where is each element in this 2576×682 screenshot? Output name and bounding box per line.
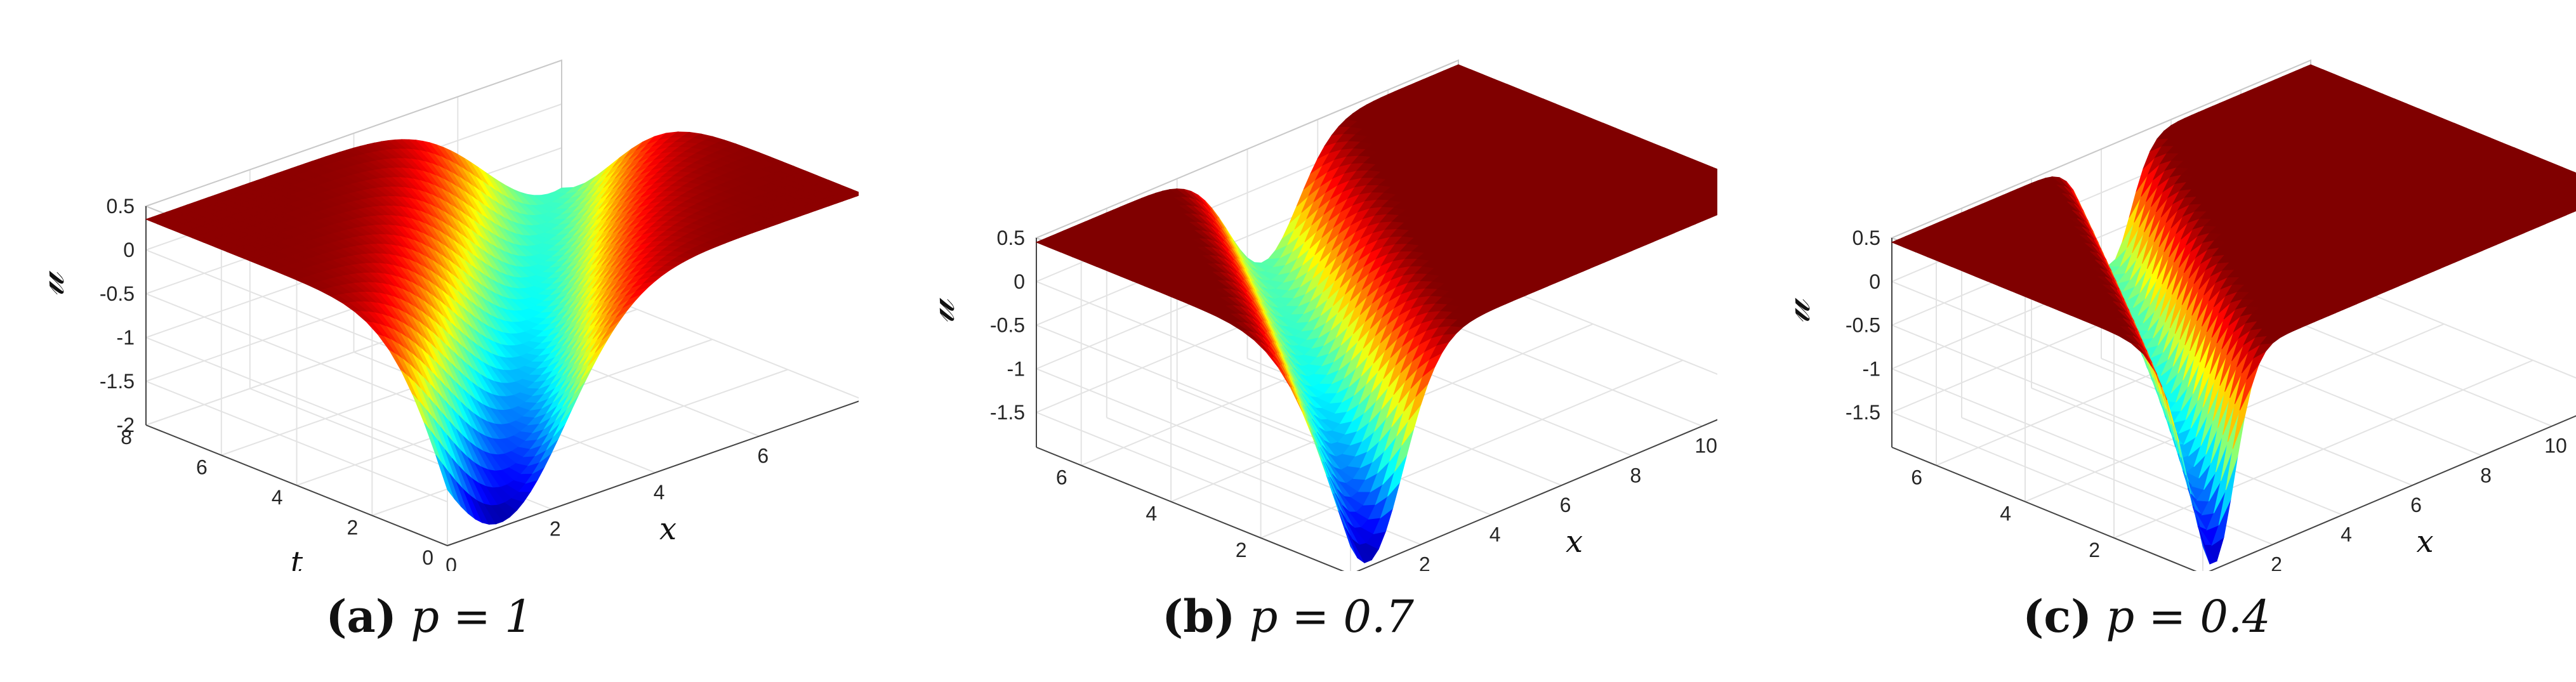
- y-tick-label: 4: [272, 486, 283, 509]
- z-tick-label: 0.5: [1853, 226, 1880, 249]
- surface-b: [1035, 64, 1717, 563]
- z-tick-label: -1: [117, 326, 135, 349]
- x-tick-label: 8: [1630, 464, 1641, 487]
- tick-labels-a: 02468024680.50-0.5-1-1.5-2: [100, 195, 769, 571]
- z-tick-label: 0: [1014, 270, 1025, 293]
- z-axis-label: 𝓊: [27, 270, 74, 296]
- caption-expr-a: p = 1: [411, 591, 533, 643]
- z-axis-label: 𝓊: [1773, 297, 1820, 323]
- y-axis-label: t: [291, 545, 303, 571]
- z-tick-label: -0.5: [1846, 314, 1880, 337]
- z-tick-label: 0.5: [107, 195, 135, 218]
- z-axis-label: 𝓊: [917, 297, 964, 323]
- y-tick-label: 2: [2089, 539, 2100, 561]
- x-tick-label: 10: [2544, 435, 2567, 457]
- caption-b: (b) p = 0.7: [859, 590, 1717, 643]
- x-tick-label: 6: [1560, 494, 1571, 516]
- panel-c: 02468101202460.50-0.5-1-1.5xt𝓊 (c) p = 0…: [1717, 0, 2576, 682]
- x-tick-label: 4: [654, 481, 665, 504]
- tick-labels-c: 02468101202460.50-0.5-1-1.5: [1846, 226, 2567, 571]
- surface-plot-b: 02468101202460.50-0.5-1-1.5xt𝓊: [917, 59, 1717, 571]
- x-tick-label: 4: [1489, 523, 1501, 546]
- z-tick-label: -1.5: [990, 401, 1025, 424]
- y-tick-label: 8: [121, 426, 132, 449]
- x-tick-label: 4: [2341, 523, 2352, 546]
- z-tick-label: -0.5: [990, 314, 1025, 337]
- panel-b: 02468101202460.50-0.5-1-1.5xt𝓊 (b) p = 0…: [859, 0, 1717, 682]
- y-tick-label: 2: [347, 516, 358, 539]
- caption-expr-b: p = 0.7: [1249, 591, 1414, 643]
- x-tick-label: 6: [757, 445, 769, 468]
- surface-plot-c: 02468101202460.50-0.5-1-1.5xt𝓊: [1773, 59, 2576, 571]
- z-tick-label: 0: [1869, 270, 1880, 293]
- y-tick-label: 4: [2000, 502, 2011, 525]
- surface-a: [145, 131, 859, 525]
- z-tick-label: -1.5: [1846, 401, 1880, 424]
- x-axis-label: x: [1566, 524, 1583, 560]
- y-tick-label: 6: [196, 456, 208, 479]
- caption-label-b: (b): [1162, 590, 1236, 643]
- y-tick-label: 6: [1911, 466, 1922, 489]
- x-tick-label: 2: [1419, 553, 1430, 571]
- x-tick-label: 8: [2480, 464, 2492, 487]
- caption-a: (a) p = 1: [0, 590, 859, 643]
- y-tick-label: 6: [1056, 466, 1067, 489]
- x-tick-label: 0: [446, 554, 457, 571]
- x-tick-label: 10: [1694, 435, 1717, 457]
- y-tick-label: 4: [1146, 502, 1157, 525]
- caption-expr-c: p = 0.4: [2106, 591, 2271, 643]
- x-axis-label: x: [659, 511, 677, 547]
- surface-c: [1891, 64, 2576, 565]
- z-tick-label: 0: [123, 239, 135, 261]
- x-tick-label: 6: [2410, 494, 2422, 516]
- caption-label-a: (a): [326, 590, 397, 643]
- z-tick-label: 0.5: [997, 226, 1025, 249]
- x-axis-label: x: [2416, 524, 2433, 560]
- z-tick-label: -1.5: [100, 370, 135, 393]
- caption-c: (c) p = 0.4: [1717, 590, 2576, 643]
- x-tick-label: 2: [550, 518, 561, 541]
- tick-labels-b: 02468101202460.50-0.5-1-1.5: [990, 226, 1717, 571]
- x-tick-label: 2: [2271, 553, 2282, 571]
- y-tick-label: 2: [1236, 539, 1247, 561]
- z-tick-label: -0.5: [100, 282, 135, 305]
- z-tick-label: -2: [117, 414, 135, 436]
- z-tick-label: -1: [1863, 357, 1880, 380]
- z-tick-label: -1: [1007, 357, 1025, 380]
- caption-label-c: (c): [2023, 590, 2092, 643]
- y-tick-label: 0: [422, 546, 433, 569]
